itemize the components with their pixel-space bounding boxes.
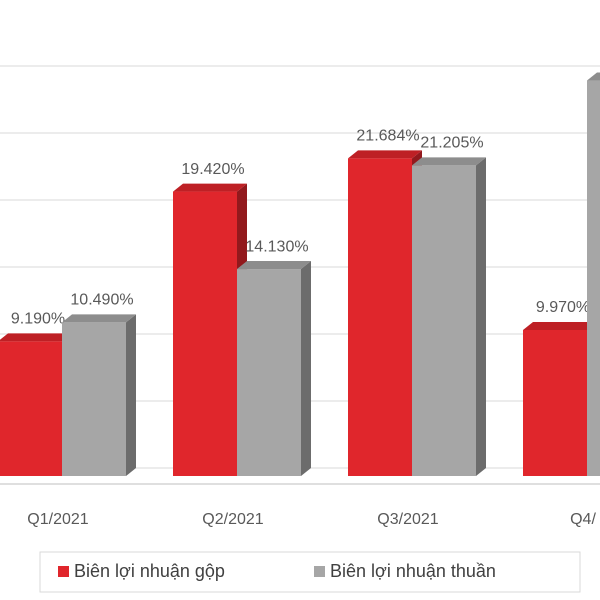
legend-swatch xyxy=(314,566,325,577)
bar xyxy=(523,329,587,476)
data-label: 21.205% xyxy=(420,135,483,152)
x-tick-label: Q1/2021 xyxy=(27,511,88,528)
bar xyxy=(173,191,237,476)
bar-side xyxy=(301,261,311,476)
x-tick-label: Q2/2021 xyxy=(202,511,263,528)
bar-side xyxy=(126,314,136,476)
legend-label: Biên lợi nhuận thuần xyxy=(330,561,496,581)
data-label: 21.684% xyxy=(356,128,419,145)
data-label: 9.970% xyxy=(536,299,590,316)
x-tick-label: Q3/2021 xyxy=(377,511,438,528)
bar-top xyxy=(173,183,247,192)
bar xyxy=(62,322,126,476)
x-tick-label: Q4/ xyxy=(570,511,596,528)
bar-top xyxy=(523,321,597,330)
bar xyxy=(0,341,62,476)
bar xyxy=(237,269,301,476)
bar xyxy=(412,165,476,476)
legend-swatch xyxy=(58,566,69,577)
legend-box xyxy=(39,551,581,593)
bar-top xyxy=(0,333,72,342)
bar-top xyxy=(587,72,600,81)
data-label: 19.420% xyxy=(181,161,244,178)
bar-top xyxy=(62,314,136,323)
bar-side xyxy=(476,157,486,476)
bar xyxy=(587,80,600,477)
data-label: 10.490% xyxy=(70,292,133,309)
legend-label: Biên lợi nhuận gộp xyxy=(74,561,225,581)
bar-top xyxy=(237,261,311,270)
data-label: 14.130% xyxy=(245,238,308,255)
bar-top xyxy=(348,150,422,159)
data-label: 9.190% xyxy=(11,311,65,328)
bar-top xyxy=(412,157,486,166)
bar xyxy=(348,158,412,477)
